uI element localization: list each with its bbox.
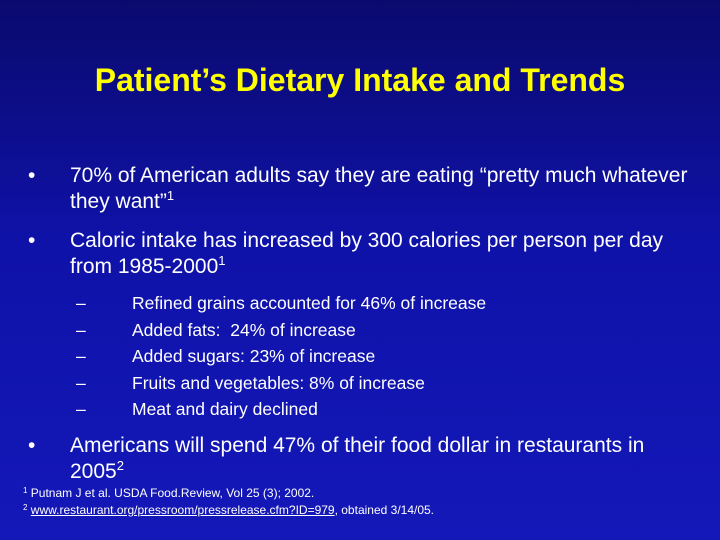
footnote-ref: 1	[218, 253, 226, 268]
sub-bullet-text: Meat and dairy declined	[132, 399, 318, 419]
reference-text: Putnam J et al. USDA Food.Review, Vol 25…	[27, 486, 315, 500]
sub-bullet-meat-dairy: – Meat and dairy declined	[76, 396, 698, 423]
sub-bullet-text: Refined grains accounted for 46% of incr…	[132, 293, 487, 313]
sub-bullet-added-fats: – Added fats: 24% of increase	[76, 317, 698, 344]
bullet-adults-eating: • 70% of American adults say they are ea…	[28, 163, 698, 215]
reference-link[interactable]: www.restaurant.org/pressroom/pressreleas…	[30, 503, 335, 517]
sub-bullet-dash: –	[76, 319, 86, 340]
reference-number: 2	[23, 503, 28, 512]
bullet-dot: •	[28, 164, 36, 187]
bullet-restaurant-spending: • Americans will spend 47% of their food…	[28, 433, 698, 485]
sub-bullet-dash: –	[76, 346, 86, 366]
sub-bullet-dash: –	[76, 372, 86, 393]
bullet-text: Caloric intake has increased by 300 calo…	[70, 229, 663, 278]
sub-bullet-list: – Refined grains accounted for 46% of in…	[76, 290, 698, 423]
bullet-caloric-intake: • Caloric intake has increased by 300 ca…	[28, 228, 698, 280]
reference-2: 2 www.restaurant.org/pressroom/pressrele…	[23, 502, 434, 519]
sub-bullet-text: Added sugars: 23% of increase	[132, 346, 376, 366]
footnote-ref: 1	[166, 188, 175, 203]
bullet-dot: •	[28, 229, 36, 252]
bullet-text: 70% of American adults say they are eati…	[70, 164, 688, 213]
sub-bullet-dash: –	[76, 399, 86, 419]
sub-bullet-text: Fruits and vegetables: 8% of increase	[132, 372, 425, 393]
sub-bullet-dash: –	[76, 293, 86, 313]
sub-bullet-fruits-vegetables: – Fruits and vegetables: 8% of increase	[76, 370, 698, 397]
bullet-text: Americans will spend 47% of their food d…	[70, 433, 645, 483]
footnote-ref: 2	[116, 457, 124, 473]
bullet-dot: •	[28, 433, 36, 457]
sub-bullet-refined-grains: – Refined grains accounted for 46% of in…	[76, 290, 698, 317]
slide-content: • 70% of American adults say they are ea…	[28, 163, 698, 498]
slide-title: Patient’s Dietary Intake and Trends	[94, 62, 626, 98]
reference-text: , obtained 3/14/05.	[334, 503, 435, 517]
reference-1: 1 Putnam J et al. USDA Food.Review, Vol …	[23, 485, 434, 502]
reference-number: 1	[23, 486, 28, 495]
sub-bullet-text: Added fats: 24% of increase	[132, 319, 356, 340]
sub-bullet-added-sugars: – Added sugars: 23% of increase	[76, 343, 698, 370]
references: 1 Putnam J et al. USDA Food.Review, Vol …	[23, 485, 434, 519]
